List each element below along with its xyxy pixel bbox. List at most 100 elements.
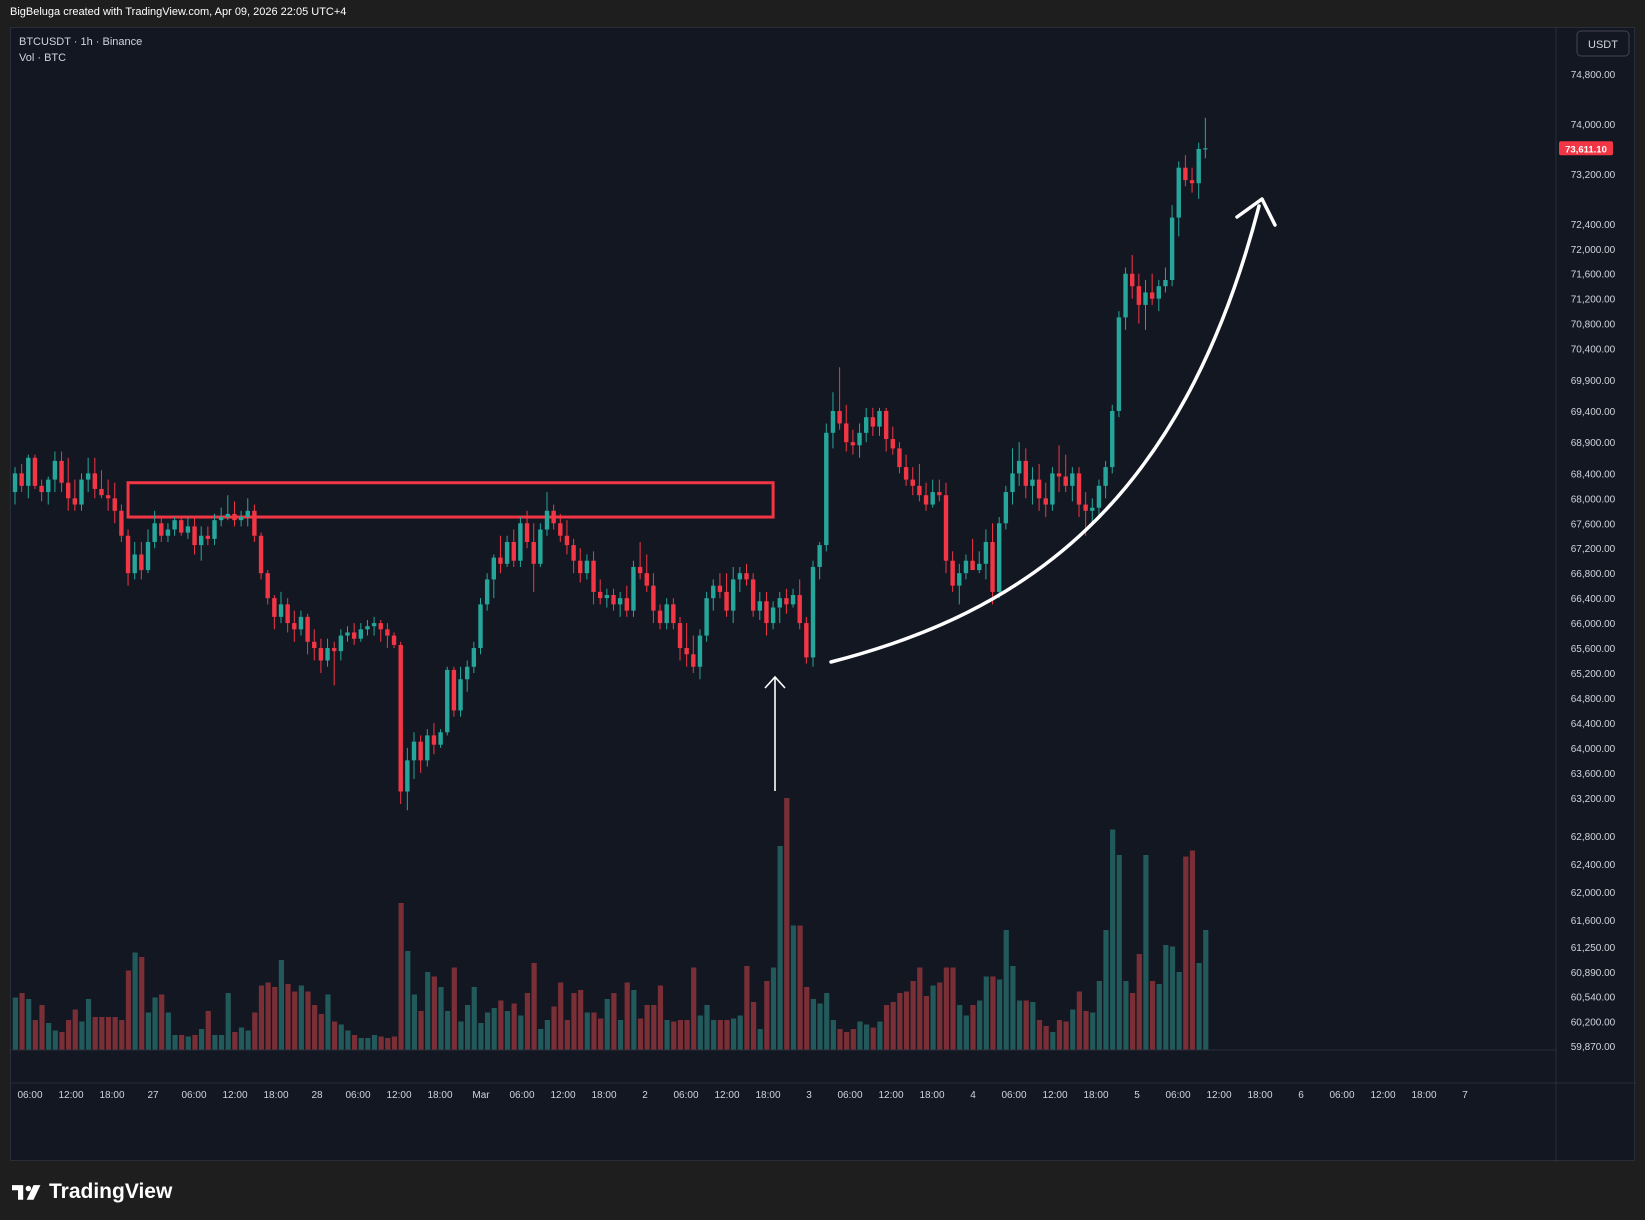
- price-tick-label: 71,600.00: [1571, 270, 1616, 281]
- volume-bar: [218, 1035, 225, 1050]
- volume-bar: [292, 991, 298, 1050]
- candle: [1096, 479, 1102, 518]
- candle-body: [1176, 167, 1181, 218]
- volume-bar: [185, 1036, 191, 1050]
- candle: [511, 529, 516, 567]
- candle-body: [797, 595, 802, 624]
- candle-body: [199, 535, 204, 546]
- price-tick-label: 66,400.00: [1571, 594, 1616, 605]
- time-tick-label: 18:00: [99, 1090, 124, 1101]
- candle: [1110, 404, 1115, 474]
- candle-body: [132, 554, 137, 574]
- volume-bar: [617, 1020, 624, 1050]
- volume-bar: [1070, 1009, 1076, 1050]
- candle-body: [1163, 279, 1168, 287]
- candle-body: [458, 679, 463, 711]
- candle-body: [405, 760, 410, 792]
- volume-bar: [431, 976, 437, 1050]
- volume-bar: [172, 1035, 178, 1050]
- candle: [145, 529, 151, 574]
- candle-body: [1050, 473, 1055, 505]
- volume-bar: [152, 997, 158, 1050]
- candle: [218, 507, 224, 527]
- volume-bar: [724, 1020, 730, 1050]
- price-tick-label: 70,400.00: [1571, 345, 1616, 356]
- volume-bar: [318, 1014, 324, 1050]
- price-tick-label: 67,200.00: [1571, 544, 1616, 555]
- price-tick-label: 62,400.00: [1571, 860, 1616, 871]
- candle: [179, 517, 184, 536]
- candle-body: [857, 432, 862, 446]
- attribution-text: BigBeluga created with TradingView.com, …: [10, 6, 347, 18]
- candle-body: [578, 560, 583, 574]
- volume-bar: [598, 1018, 604, 1050]
- volume-bar: [1143, 855, 1149, 1050]
- candle-body: [298, 616, 304, 630]
- time-tick-label: 12:00: [550, 1090, 575, 1101]
- volume-bar: [538, 1029, 544, 1050]
- candle-body: [711, 585, 716, 599]
- candle-body: [312, 641, 317, 649]
- volume-bar: [504, 1011, 511, 1050]
- volume-bar: [1136, 954, 1142, 1050]
- volume-bar: [232, 1032, 238, 1050]
- price-tick-label: 61,250.00: [1571, 943, 1616, 954]
- candle: [1136, 273, 1142, 324]
- candle-body: [1090, 507, 1095, 511]
- candle: [784, 588, 789, 614]
- candle: [285, 598, 290, 633]
- volume-bar: [797, 925, 803, 1050]
- candle: [757, 591, 762, 620]
- candle-body: [338, 635, 344, 652]
- volume-bar: [1063, 1021, 1069, 1050]
- time-tick-label: 06:00: [1329, 1090, 1354, 1101]
- candle-body: [883, 410, 889, 440]
- candle-body: [152, 523, 157, 542]
- candle-body: [737, 573, 743, 580]
- volume-bar: [365, 1038, 371, 1050]
- candle-body: [225, 513, 230, 518]
- volume-bar: [245, 1030, 251, 1050]
- candle: [1163, 267, 1168, 293]
- candle-body: [830, 410, 836, 433]
- candle-body: [617, 598, 623, 605]
- candle: [890, 426, 895, 455]
- candle: [159, 517, 164, 542]
- volume-bar: [657, 985, 664, 1050]
- candle: [1183, 155, 1188, 187]
- candle-body: [278, 604, 284, 617]
- candle-body: [538, 529, 543, 564]
- price-tick-label: 66,800.00: [1571, 569, 1616, 580]
- candle: [684, 623, 689, 667]
- volume-bar: [92, 1017, 98, 1050]
- volume-bar: [691, 967, 697, 1050]
- price-tick-label: 66,000.00: [1571, 619, 1616, 630]
- candlestick-chart[interactable]: 74,800.00 74,000.00 73,200.00 72,400.00 72,0…: [11, 28, 1636, 1162]
- currency-button[interactable]: USDT: [1576, 30, 1630, 57]
- volume-bar: [1163, 945, 1169, 1050]
- volume-bar: [258, 985, 265, 1050]
- volume-bar: [750, 1002, 757, 1050]
- candle-body: [784, 598, 789, 605]
- candle: [717, 573, 723, 599]
- volume-bar: [465, 1005, 471, 1050]
- candle-body: [305, 616, 310, 642]
- time-tick-label: 12:00: [386, 1090, 411, 1101]
- candle-body: [185, 526, 191, 533]
- last-price-badge: [1559, 141, 1613, 156]
- candle-body: [957, 573, 962, 586]
- candle-body: [504, 541, 510, 564]
- candle-body: [252, 510, 257, 536]
- candle: [325, 638, 330, 667]
- candle: [518, 517, 523, 567]
- candle-body: [1189, 180, 1195, 184]
- chart-panel[interactable]: 74,800.00 74,000.00 73,200.00 72,400.00 72,0…: [10, 27, 1636, 1162]
- volume-bar: [285, 984, 291, 1050]
- candle: [358, 623, 363, 642]
- candle-body: [391, 635, 397, 645]
- volume-bar: [837, 1029, 843, 1050]
- candle: [238, 510, 244, 527]
- candle: [46, 476, 51, 505]
- candle: [1043, 482, 1048, 518]
- candle: [212, 513, 217, 546]
